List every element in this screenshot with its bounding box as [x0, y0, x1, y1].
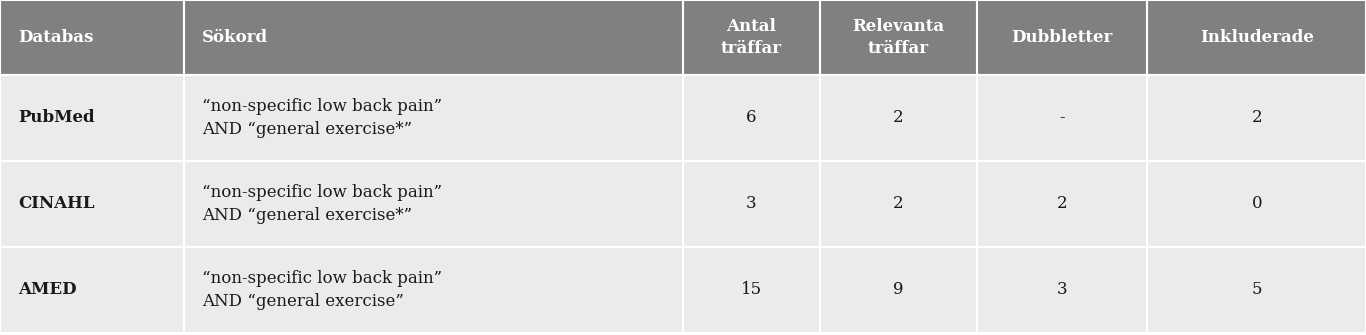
Bar	[184, 0, 683, 75]
Bar	[0, 247, 184, 333]
Bar	[977, 0, 1147, 75]
Text: Databas: Databas	[18, 29, 93, 46]
Text: -: -	[1059, 110, 1065, 127]
Text: Dubbletter: Dubbletter	[1011, 29, 1113, 46]
Text: 2: 2	[893, 196, 903, 212]
Text: Inkluderade: Inkluderade	[1199, 29, 1314, 46]
Bar	[977, 247, 1147, 333]
Bar	[683, 75, 820, 161]
Bar	[1147, 161, 1366, 247]
Text: CINAHL: CINAHL	[18, 196, 94, 212]
Bar	[1147, 75, 1366, 161]
Text: 15: 15	[740, 281, 762, 298]
Bar	[683, 161, 820, 247]
Bar	[184, 161, 683, 247]
Text: 6: 6	[746, 110, 757, 127]
Text: AMED: AMED	[18, 281, 76, 298]
Bar	[0, 0, 184, 75]
Bar	[683, 247, 820, 333]
Text: 3: 3	[1057, 281, 1067, 298]
Text: 3: 3	[746, 196, 757, 212]
Bar	[820, 75, 977, 161]
Bar	[977, 161, 1147, 247]
Bar	[820, 161, 977, 247]
Text: “non-specific low back pain”
AND “general exercise*”: “non-specific low back pain” AND “genera…	[202, 184, 443, 223]
Text: 0: 0	[1251, 196, 1262, 212]
Bar	[184, 75, 683, 161]
Text: PubMed: PubMed	[18, 110, 94, 127]
Bar	[0, 161, 184, 247]
Text: 9: 9	[893, 281, 903, 298]
Text: 5: 5	[1251, 281, 1262, 298]
Text: “non-specific low back pain”
AND “general exercise”: “non-specific low back pain” AND “genera…	[202, 270, 443, 310]
Bar	[683, 0, 820, 75]
Text: 2: 2	[1057, 196, 1067, 212]
Bar	[1147, 0, 1366, 75]
Text: “non-specific low back pain”
AND “general exercise*”: “non-specific low back pain” AND “genera…	[202, 98, 443, 138]
Bar	[977, 75, 1147, 161]
Text: Sökord: Sökord	[202, 29, 268, 46]
Bar	[820, 247, 977, 333]
Bar	[1147, 247, 1366, 333]
Bar	[0, 75, 184, 161]
Text: 2: 2	[1251, 110, 1262, 127]
Bar	[184, 247, 683, 333]
Bar	[820, 0, 977, 75]
Text: Antal
träffar: Antal träffar	[721, 18, 781, 57]
Text: Relevanta
träffar: Relevanta träffar	[852, 18, 944, 57]
Text: 2: 2	[893, 110, 903, 127]
